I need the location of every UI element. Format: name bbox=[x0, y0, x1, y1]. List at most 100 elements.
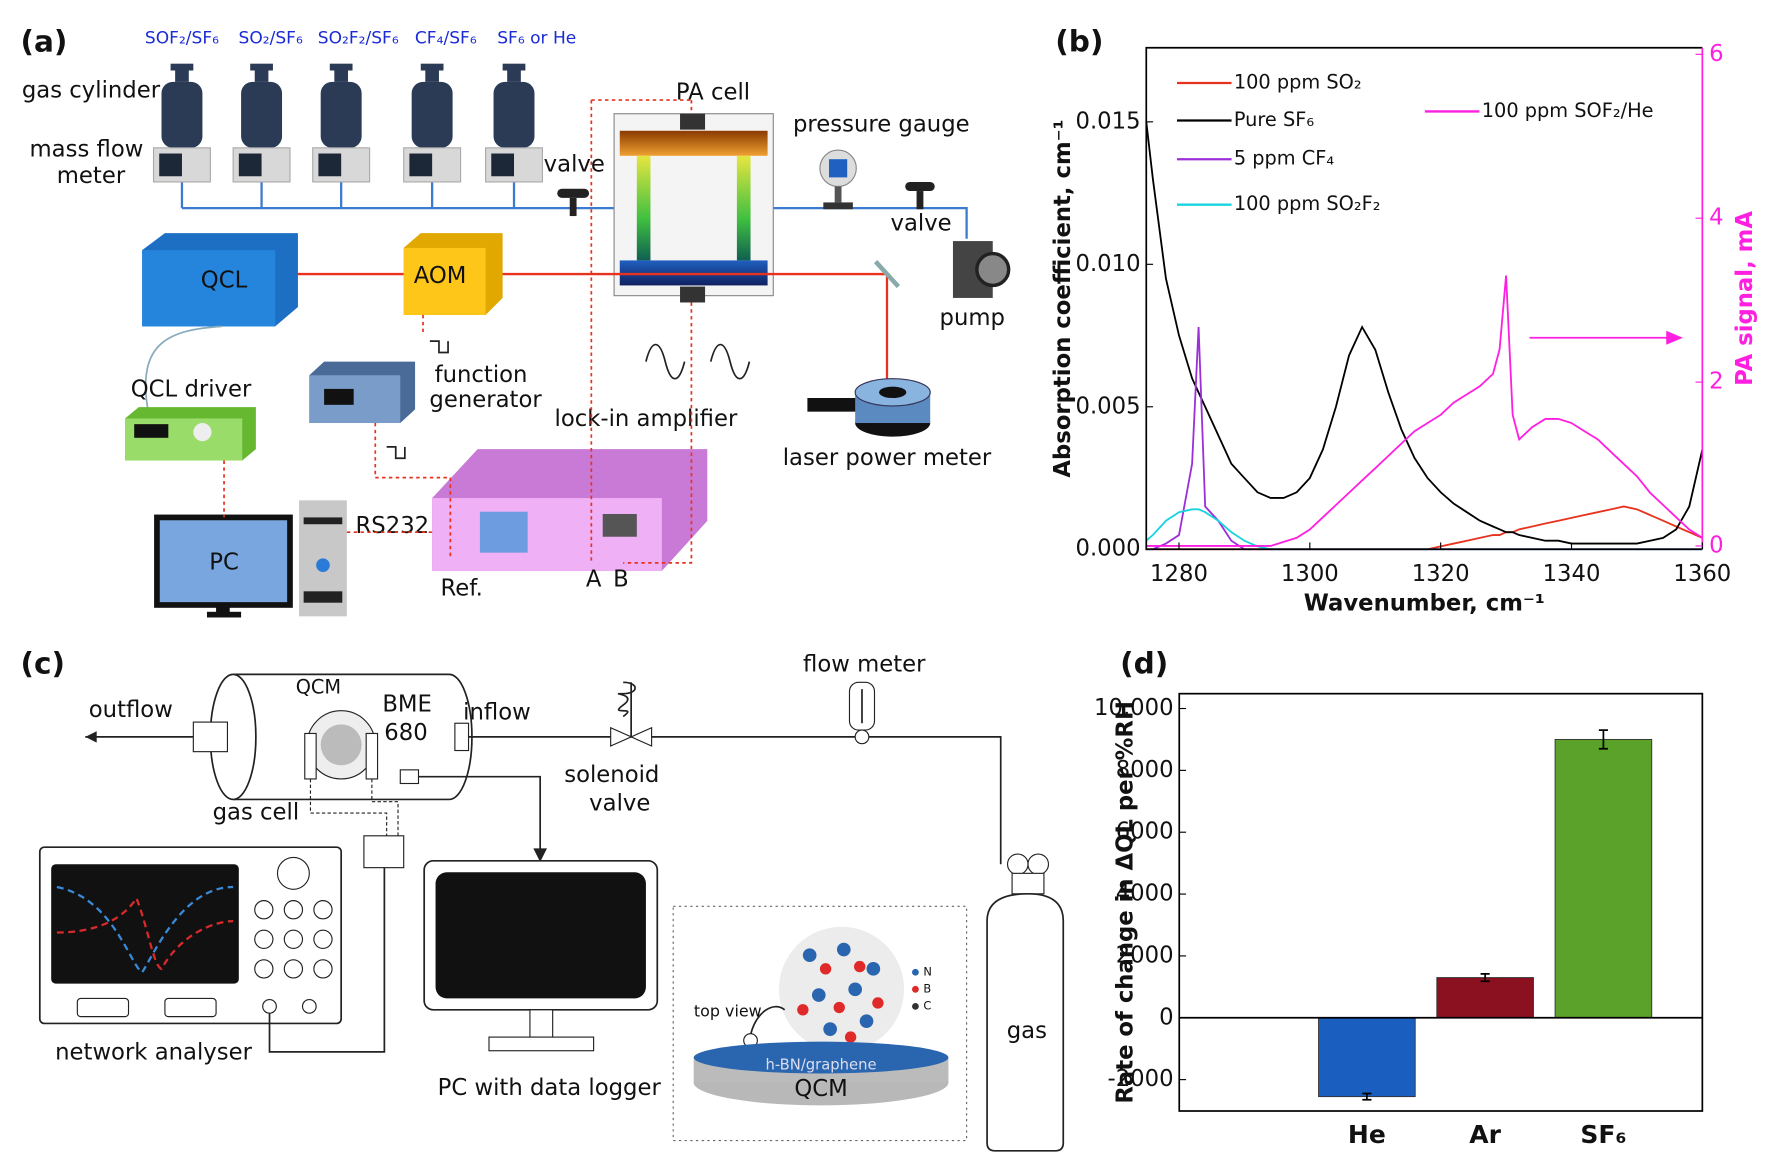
y-tick-label: -2000 bbox=[1108, 1066, 1174, 1092]
gas-pipe bbox=[180, 181, 968, 239]
mass-flow-meter bbox=[485, 147, 544, 183]
gas-cylinder-icon bbox=[986, 853, 1065, 1152]
y-axis-label: Absorption coefficient, cm⁻¹ bbox=[1050, 119, 1076, 477]
qcl-driver-box bbox=[125, 407, 256, 461]
power-meter-icon bbox=[807, 378, 931, 437]
qcl-box bbox=[142, 233, 298, 327]
legend-label: C bbox=[923, 998, 931, 1012]
x-tick-label: 1280 bbox=[1150, 561, 1208, 587]
arrow-head bbox=[85, 731, 97, 743]
y2-tick-label: 4 bbox=[1709, 205, 1723, 231]
pointer bbox=[749, 1005, 786, 1036]
label: BME bbox=[382, 692, 432, 718]
label: h-BN/graphene bbox=[766, 1057, 877, 1074]
y-tick-label: 0.000 bbox=[1075, 536, 1140, 562]
axis-frame bbox=[1178, 692, 1704, 1112]
label: AOM bbox=[414, 263, 467, 289]
label: gas cell bbox=[213, 800, 300, 826]
microphone bbox=[680, 113, 706, 130]
panel-c: (c) outflow inflow QCM BME 680 gas cell … bbox=[20, 647, 1065, 1152]
pa-cell-column bbox=[736, 155, 751, 261]
cylinder bbox=[493, 63, 535, 148]
label: gas bbox=[1007, 1018, 1047, 1044]
legend-label: Pure SF₆ bbox=[1234, 108, 1315, 131]
series-line bbox=[1146, 327, 1703, 551]
cable bbox=[144, 325, 222, 410]
label: QCM bbox=[296, 675, 341, 698]
error-bar bbox=[1598, 729, 1608, 750]
label: meter bbox=[57, 163, 126, 189]
label: valve bbox=[891, 211, 952, 237]
x-tick-label: 1340 bbox=[1543, 561, 1601, 587]
x-tick-label: Ar bbox=[1469, 1120, 1501, 1149]
y2-tick-label: 6 bbox=[1709, 41, 1723, 67]
label: solenoid bbox=[564, 762, 659, 788]
valve-icon bbox=[557, 188, 590, 217]
error-bar bbox=[1480, 972, 1490, 983]
legend-label: N bbox=[923, 964, 932, 978]
gas-label: SO₂/SF₆ bbox=[239, 29, 303, 49]
x-tick-label: SF₆ bbox=[1580, 1120, 1626, 1149]
y-tick-label: 2000 bbox=[1116, 942, 1174, 968]
gas-label: SOF₂/SF₆ bbox=[145, 29, 219, 49]
label: pressure gauge bbox=[793, 112, 970, 138]
gas-label: CF₄/SF₆ bbox=[415, 29, 477, 49]
label: lock-in amplifier bbox=[555, 406, 738, 432]
label: Ref. bbox=[441, 576, 483, 602]
label: PC with data logger bbox=[438, 1075, 662, 1101]
cylinder bbox=[320, 63, 362, 148]
panel-a: (a) SOF₂/SF₆ SO₂/SF₆ SO₂F₂/SF₆ CF₄/SF₆ S… bbox=[20, 25, 1011, 618]
label: QCL driver bbox=[131, 377, 252, 403]
y-tick-label: 0 bbox=[1159, 1004, 1173, 1030]
label: gas cylinder bbox=[22, 77, 161, 103]
flow-meter-icon bbox=[848, 681, 876, 745]
x-tick-label: 1300 bbox=[1281, 561, 1339, 587]
network-analyser-icon bbox=[38, 846, 343, 1025]
bar bbox=[1318, 1017, 1416, 1098]
legend-label: 100 ppm SO₂ bbox=[1234, 71, 1362, 94]
label: A bbox=[586, 566, 602, 592]
pa-cell-bottom bbox=[619, 260, 768, 286]
x-tick-label: 1360 bbox=[1673, 561, 1731, 587]
label: PC bbox=[209, 549, 239, 575]
gas-cell-icon bbox=[192, 673, 473, 801]
function-generator-box bbox=[309, 361, 416, 424]
label: generator bbox=[429, 387, 542, 413]
label: outflow bbox=[89, 697, 173, 723]
y2-tick-label: 0 bbox=[1709, 532, 1723, 558]
cylinder bbox=[161, 63, 203, 148]
y-tick-label: 6000 bbox=[1116, 819, 1174, 845]
wire bbox=[309, 778, 399, 836]
label: inflow bbox=[463, 699, 531, 725]
error-bar-line bbox=[1362, 1092, 1372, 1101]
mass-flow-meter bbox=[152, 147, 211, 183]
error-bar-line bbox=[1598, 729, 1608, 750]
microphone bbox=[680, 286, 706, 303]
error-bar bbox=[1362, 1092, 1372, 1101]
y-tick-label: 10,000 bbox=[1094, 695, 1174, 721]
label: 680 bbox=[384, 720, 427, 746]
label: network analyser bbox=[55, 1040, 252, 1066]
panel-label: (d) bbox=[1120, 647, 1168, 681]
pa-cell-column bbox=[636, 155, 651, 261]
lock-in-box bbox=[432, 449, 708, 571]
y-axis-label: Rate of change in ΔQL per %RH bbox=[1112, 701, 1138, 1104]
pc-icon bbox=[154, 500, 347, 618]
label: pump bbox=[940, 305, 1005, 331]
label: RS232 bbox=[356, 513, 430, 539]
axis-frame bbox=[1145, 46, 1703, 551]
y-tick-label: 0.015 bbox=[1075, 108, 1140, 134]
x-axis-label: Wavenumber, cm⁻¹ bbox=[1304, 590, 1545, 616]
square-wave bbox=[386, 340, 449, 460]
data-cable bbox=[418, 775, 542, 859]
mass-flow-meter bbox=[232, 147, 291, 183]
series-line bbox=[1145, 121, 1704, 545]
y-tick-label: 0.010 bbox=[1075, 251, 1140, 277]
sine-wave bbox=[645, 343, 751, 380]
gas-label: SF₆ or He bbox=[497, 29, 576, 49]
y-tick-label: 4000 bbox=[1116, 881, 1174, 907]
pc-monitor-icon bbox=[423, 859, 659, 1052]
lattice-icon bbox=[778, 926, 919, 1052]
series-line bbox=[1146, 275, 1703, 547]
